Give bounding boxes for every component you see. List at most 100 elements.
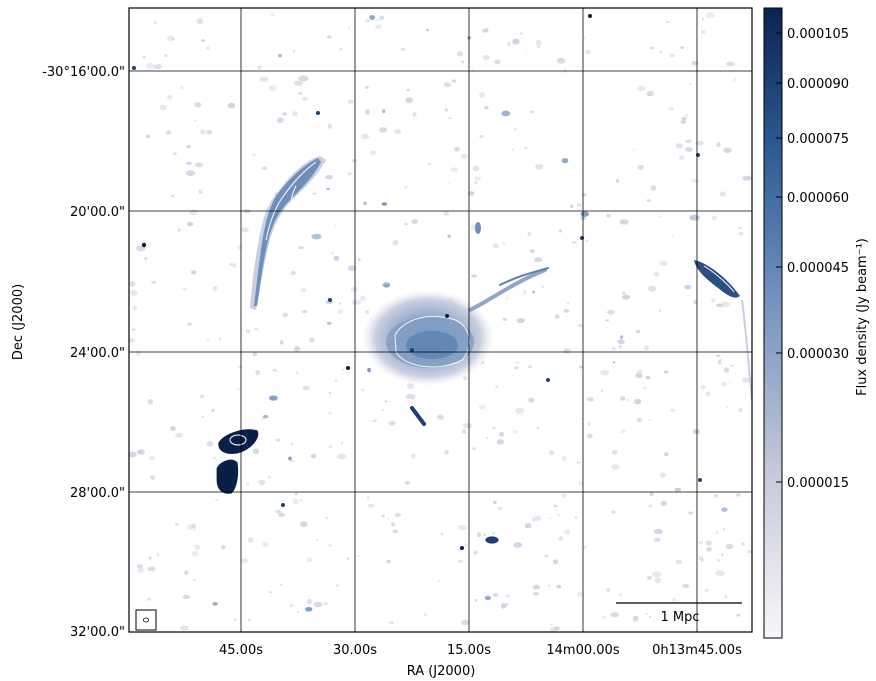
noise-speckle [326,35,332,39]
noise-speckle [381,202,388,206]
noise-speckle [291,442,294,445]
noise-speckle [505,297,508,300]
noise-speckle [166,95,173,100]
noise-speckle [406,88,410,92]
noise-speckle [723,147,732,154]
noise-speckle [347,172,352,176]
noise-speckle [366,496,370,500]
noise-speckle [516,361,520,365]
noise-speckle [457,559,464,564]
noise-speckle [190,270,197,275]
noise-speckle [505,594,510,598]
noise-speckle [306,557,313,562]
noise-speckle [644,345,650,351]
noise-speckle [245,482,250,486]
noise-speckle [684,114,689,117]
noise-speckle [186,161,192,165]
noise-speckle [376,19,380,21]
noise-speckle [338,302,342,305]
noise-speckle [196,18,204,25]
noise-speckle [142,55,146,59]
noise-speckle [721,381,727,387]
tailed-radio-galaxy [250,156,326,310]
noise-speckle [679,155,685,160]
noise-speckle [258,479,266,486]
noise-speckle [618,345,622,349]
noise-speckle [367,503,375,508]
noise-speckle [184,570,189,575]
noise-speckle [456,51,464,57]
noise-speckle [559,229,562,233]
noise-speckle [185,170,196,176]
noise-speckle [461,60,465,64]
noise-speckle [581,193,587,197]
noise-speckle [515,407,525,414]
noise-speckle [338,309,343,314]
noise-speckle [200,39,205,42]
noise-speckle [621,291,626,295]
noise-speckle [512,429,518,434]
noise-speckle [292,498,299,505]
noise-speckle [619,219,629,225]
noise-speckle [499,431,504,437]
y-axis: -30°16'00.0" 20'00.0" 24'00.0" 28'00.0" … [11,65,125,640]
noise-speckle [581,417,583,420]
noise-speckle [532,290,535,294]
noise-speckle [129,280,136,287]
noise-speckle [637,164,644,170]
noise-speckle [367,367,371,373]
noise-speckle [621,294,631,300]
noise-speckle [724,594,728,599]
noise-speckle [464,543,468,547]
noise-speckle [440,532,444,536]
noise-speckle [305,607,313,612]
noise-speckle [645,612,649,615]
noise-speckle [717,361,722,365]
scale-bar-label: 1 Mpc [660,610,699,625]
noise-speckle [659,472,667,478]
noise-speckle [649,46,655,50]
noise-speckle [232,263,237,268]
noise-speckle [688,82,692,86]
noise-speckle [726,406,729,409]
noise-speckle [646,90,654,97]
noise-speckle [738,408,743,413]
noise-speckle [295,370,299,375]
noise-speckle [723,367,730,373]
noise-speckle [347,557,350,560]
noise-speckle [189,209,198,216]
noise-speckle [137,567,144,573]
noise-speckle [619,593,622,597]
noise-speckle [375,24,382,29]
x-tick-label: 0h13m45.00s [652,643,742,658]
noise-speckle [661,501,667,506]
noise-speckle [299,499,302,502]
noise-speckle [192,578,197,582]
noise-speckle [294,492,298,496]
noise-speckle [652,571,662,578]
noise-speckle [326,321,332,325]
noise-speckle [494,59,501,65]
noise-speckle [206,129,212,135]
noise-speckle [648,504,653,508]
noise-speckle [741,542,745,546]
noise-speckle [294,346,300,352]
noise-speckle [735,493,741,497]
noise-speckle [428,163,431,166]
noise-speckle [175,432,184,438]
noise-speckle [516,515,519,517]
noise-speckle [360,296,366,301]
noise-speckle [600,369,610,376]
noise-speckle [381,514,385,518]
x-tick-label: 30.00s [333,643,377,658]
noise-speckle [472,165,480,172]
noise-speckle [715,570,725,576]
noise-speckle [649,491,654,497]
noise-speckle [512,38,520,45]
noise-speckle [654,528,663,535]
noise-speckle [171,195,174,198]
y-tick-label: 20'00.0" [70,205,125,220]
y-tick-label: -30°16'00.0" [42,65,125,80]
noise-speckle [193,528,196,531]
noise-speckle [405,393,416,400]
